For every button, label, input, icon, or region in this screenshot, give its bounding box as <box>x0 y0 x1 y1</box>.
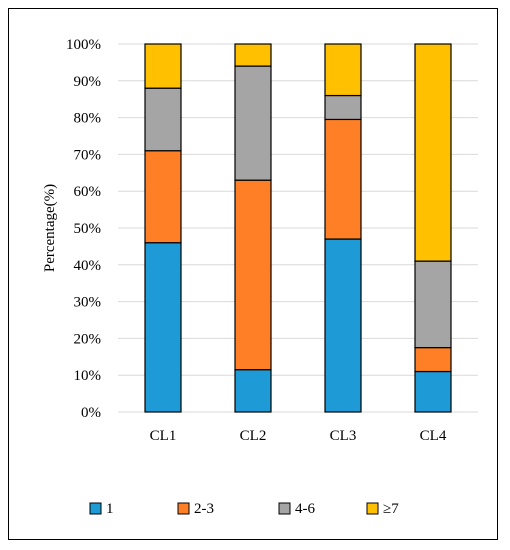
bar-segment <box>414 43 452 262</box>
y-tick-label: 0% <box>81 405 101 421</box>
bar-segment <box>414 347 452 373</box>
legend-label: 1 <box>106 501 114 517</box>
y-tick-label: 40% <box>74 258 102 274</box>
bar-segment <box>324 43 362 97</box>
y-tick-label: 60% <box>74 184 102 200</box>
legend-label: 2-3 <box>194 501 214 517</box>
y-tick-label: 30% <box>74 295 102 311</box>
bar-segment <box>144 150 182 244</box>
legend-swatch <box>177 502 190 515</box>
legend-label: ≥7 <box>383 501 399 517</box>
bar-segment <box>324 118 362 240</box>
bar-segment <box>324 94 362 121</box>
bar-segment <box>234 179 272 371</box>
bar-segment <box>324 238 362 413</box>
legend-swatch <box>89 502 102 515</box>
y-tick-label: 70% <box>74 147 102 163</box>
legend-swatch <box>278 502 291 515</box>
y-axis-ticks: 0% 10% 20% 30% 40% 50% 60% 70% 80% 90% 100% <box>66 37 101 421</box>
y-tick-label: 80% <box>74 111 102 127</box>
x-tick-label: CL2 <box>240 428 267 444</box>
legend-label: 4-6 <box>295 501 315 517</box>
bar-segment <box>144 87 182 152</box>
bar-segment <box>144 242 182 413</box>
y-tick-label: 20% <box>74 331 102 347</box>
x-axis-ticks: CL1 CL2 CL3 CL4 <box>150 428 447 444</box>
bar-segment <box>414 260 452 349</box>
x-tick-label: CL4 <box>420 428 447 444</box>
y-tick-label: 100% <box>66 37 101 53</box>
bar-segment <box>234 65 272 181</box>
bar-segment <box>144 43 182 89</box>
bar-segment <box>414 370 452 413</box>
y-tick-label: 90% <box>74 74 102 90</box>
y-axis-label: Percentage(%) <box>42 184 58 272</box>
legend: 1 2-3 4-6 ≥7 <box>89 501 399 517</box>
bar-segment <box>234 43 272 67</box>
y-tick-label: 10% <box>74 368 102 384</box>
bar-segment <box>234 369 272 413</box>
x-tick-label: CL1 <box>150 428 177 444</box>
bars <box>144 43 452 413</box>
legend-swatch <box>366 502 379 515</box>
x-tick-label: CL3 <box>330 428 357 444</box>
y-tick-label: 50% <box>74 221 102 237</box>
